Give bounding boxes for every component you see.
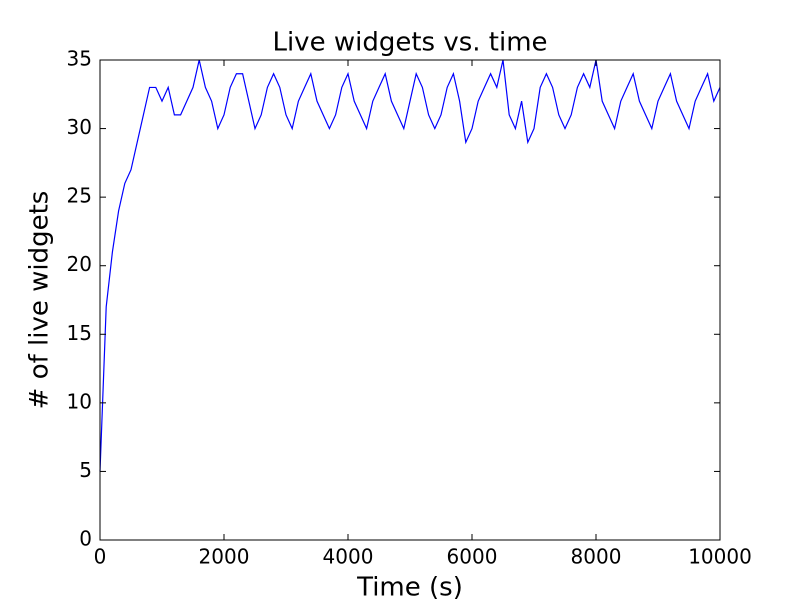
x-axis-label: Time (s) xyxy=(356,573,463,600)
x-tick-label: 10000 xyxy=(688,545,752,569)
y-tick-label: 35 xyxy=(67,47,92,71)
x-tick-label: 8000 xyxy=(571,545,622,569)
x-tick-label: 6000 xyxy=(447,545,498,569)
data-line xyxy=(99,59,721,472)
y-axis-label: # of live widgets xyxy=(25,191,55,410)
y-tick-label: 30 xyxy=(67,115,92,139)
y-tick-label: 15 xyxy=(67,321,92,345)
plot-frame xyxy=(99,59,721,541)
x-tick-label: 0 xyxy=(94,545,107,569)
y-tick-label: 25 xyxy=(67,184,92,208)
y-tick-label: 10 xyxy=(67,389,92,413)
y-tick-label: 5 xyxy=(79,458,92,482)
x-tick-label: 4000 xyxy=(323,545,374,569)
chart-title: Live widgets vs. time xyxy=(272,28,547,58)
y-tick-label: 20 xyxy=(67,252,92,276)
y-tick-label: 0 xyxy=(79,527,92,551)
x-tick-label: 2000 xyxy=(199,545,250,569)
